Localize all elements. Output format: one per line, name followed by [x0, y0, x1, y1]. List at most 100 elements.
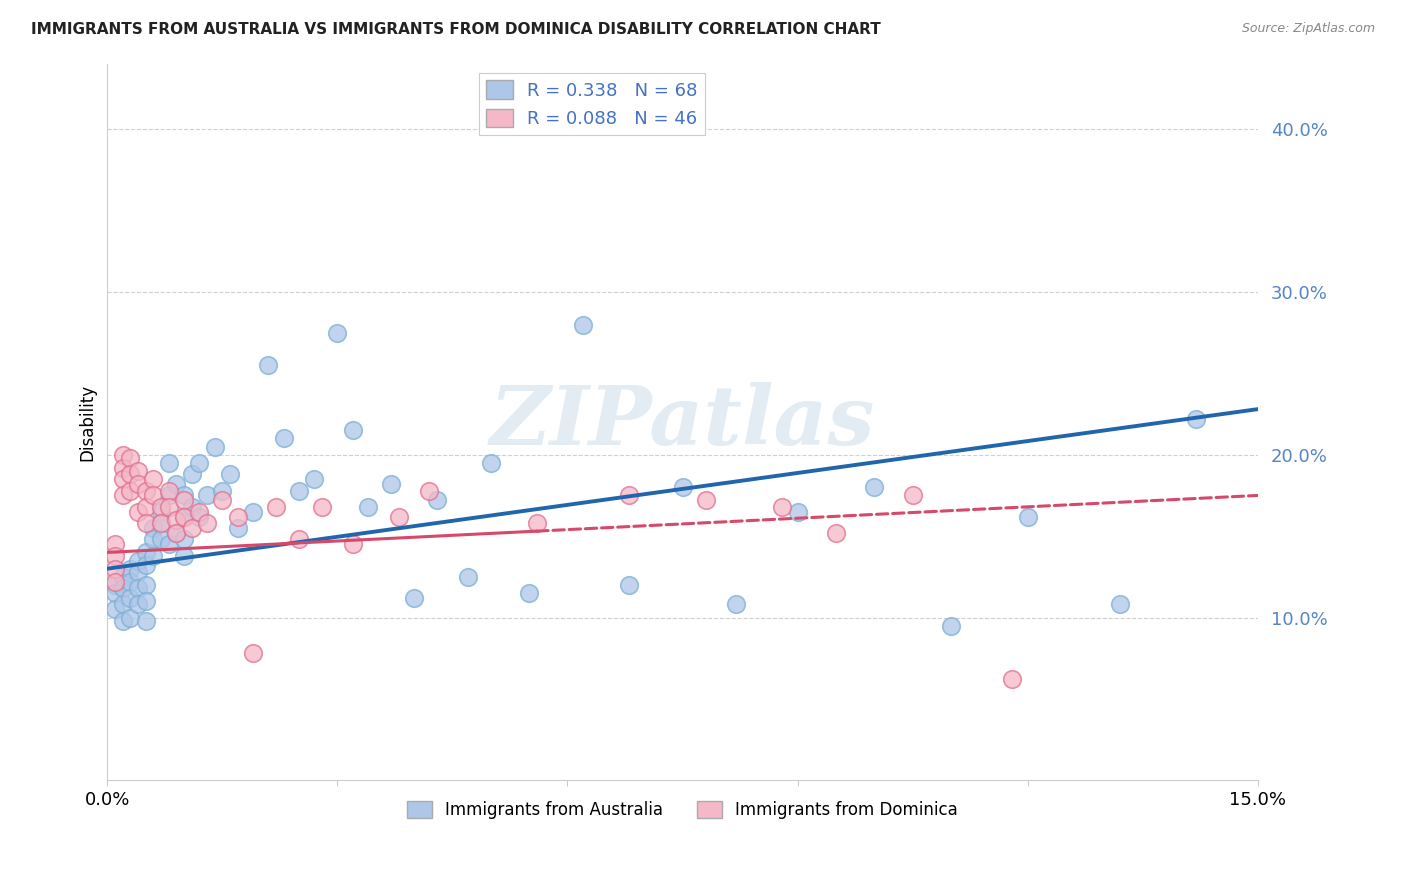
Point [188, 505, 211, 519]
Point [120, 591, 142, 605]
Point [180, 500, 202, 514]
Point [219, 467, 242, 482]
Point [104, 537, 127, 551]
Point [135, 578, 157, 592]
Point [120, 450, 142, 465]
Point [242, 505, 264, 519]
Point [127, 477, 149, 491]
Point [157, 483, 180, 498]
Point [127, 505, 149, 519]
Point [165, 525, 187, 540]
Point [725, 598, 748, 612]
Point [142, 488, 165, 502]
Point [111, 581, 134, 595]
Point [111, 598, 134, 612]
Point [165, 513, 187, 527]
Point [173, 533, 195, 547]
Point [617, 488, 640, 502]
Point [204, 440, 226, 454]
Point [195, 488, 218, 502]
Point [770, 500, 793, 514]
Point [157, 500, 180, 514]
Point [165, 477, 187, 491]
Point [517, 586, 540, 600]
Point [135, 483, 157, 498]
Legend: Immigrants from Australia, Immigrants from Dominica: Immigrants from Australia, Immigrants fr… [401, 794, 965, 826]
Point [135, 545, 157, 559]
Point [380, 477, 402, 491]
Point [188, 456, 211, 470]
Point [120, 562, 142, 576]
Point [173, 493, 195, 508]
Point [180, 521, 202, 535]
Point [242, 646, 264, 660]
Point [1017, 509, 1039, 524]
Point [142, 521, 165, 535]
Point [211, 483, 233, 498]
Point [617, 578, 640, 592]
Point [127, 598, 149, 612]
Point [150, 533, 173, 547]
Point [1108, 598, 1130, 612]
Point [111, 614, 134, 628]
Point [142, 549, 165, 563]
Point [786, 505, 808, 519]
Point [135, 516, 157, 530]
Point [104, 574, 127, 589]
Point [127, 581, 149, 595]
Point [388, 509, 411, 524]
Point [1185, 412, 1208, 426]
Point [173, 509, 195, 524]
Point [357, 500, 380, 514]
Point [157, 456, 180, 470]
Point [104, 549, 127, 563]
Point [226, 509, 249, 524]
Point [104, 602, 127, 616]
Y-axis label: Disability: Disability [79, 384, 96, 461]
Point [127, 464, 149, 478]
Point [142, 472, 165, 486]
Point [173, 549, 195, 563]
Point [695, 493, 717, 508]
Point [180, 467, 202, 482]
Text: Source: ZipAtlas.com: Source: ZipAtlas.com [1241, 22, 1375, 36]
Point [120, 483, 142, 498]
Point [825, 525, 848, 540]
Point [150, 516, 173, 530]
Point [150, 516, 173, 530]
Point [288, 483, 311, 498]
Point [157, 537, 180, 551]
Point [120, 610, 142, 624]
Point [127, 565, 149, 579]
Point [111, 460, 134, 475]
Point [288, 533, 311, 547]
Point [479, 456, 502, 470]
Point [326, 326, 349, 340]
Point [135, 500, 157, 514]
Point [226, 521, 249, 535]
Point [150, 505, 173, 519]
Point [142, 533, 165, 547]
Point [173, 488, 195, 502]
Point [111, 472, 134, 486]
Point [901, 488, 924, 502]
Point [1001, 673, 1024, 687]
Point [273, 432, 295, 446]
Point [195, 516, 218, 530]
Point [173, 509, 195, 524]
Point [111, 448, 134, 462]
Point [311, 500, 333, 514]
Point [264, 500, 287, 514]
Point [457, 570, 479, 584]
Point [135, 594, 157, 608]
Point [157, 488, 180, 502]
Point [426, 493, 449, 508]
Point [165, 525, 187, 540]
Point [257, 358, 280, 372]
Point [135, 614, 157, 628]
Point [120, 467, 142, 482]
Point [104, 578, 127, 592]
Point [418, 483, 440, 498]
Point [127, 553, 149, 567]
Point [342, 423, 364, 437]
